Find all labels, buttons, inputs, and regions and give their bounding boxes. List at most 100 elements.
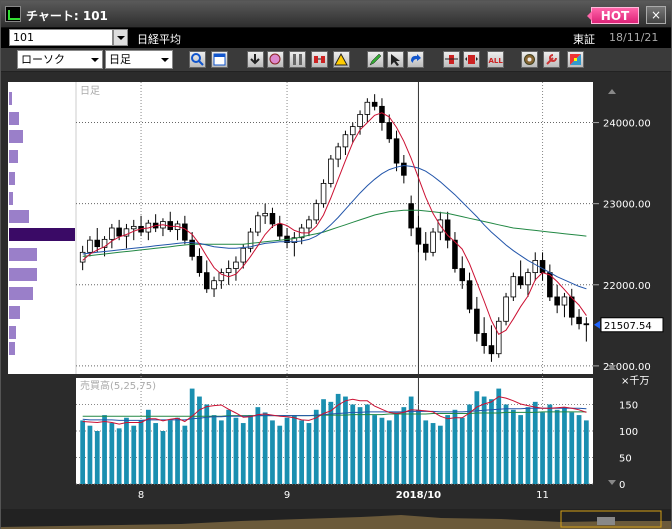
candle[interactable]: [87, 239, 93, 253]
volume-bar[interactable]: [240, 423, 246, 484]
volume-bar[interactable]: [394, 412, 399, 484]
volume-scroll-down-icon[interactable]: [608, 480, 616, 485]
candle[interactable]: [386, 122, 393, 140]
candle[interactable]: [101, 238, 108, 248]
candle[interactable]: [495, 320, 502, 355]
volume-bar[interactable]: [153, 423, 159, 484]
candle[interactable]: [320, 182, 327, 205]
candle[interactable]: [364, 101, 371, 115]
palette-icon[interactable]: [567, 51, 584, 68]
candle[interactable]: [371, 101, 378, 107]
volume-bar[interactable]: [299, 420, 305, 484]
cursor-icon[interactable]: [387, 51, 404, 68]
settings-icon[interactable]: [521, 51, 538, 68]
candle[interactable]: [240, 247, 247, 263]
volume-bar[interactable]: [218, 420, 224, 484]
volume-bar[interactable]: [474, 391, 480, 484]
candle[interactable]: [554, 296, 560, 306]
volume-bar[interactable]: [145, 409, 151, 484]
candle[interactable]: [444, 219, 451, 241]
hot-button[interactable]: HOT: [587, 7, 639, 24]
volume-bar[interactable]: [379, 417, 385, 484]
find-icon[interactable]: [267, 51, 284, 68]
candle[interactable]: [182, 223, 188, 241]
volume-bar[interactable]: [321, 399, 326, 484]
candle[interactable]: [488, 345, 495, 355]
volume-bar[interactable]: [313, 409, 319, 484]
volume-bar[interactable]: [547, 404, 553, 485]
volume-bar[interactable]: [102, 415, 107, 484]
volume-bar[interactable]: [357, 407, 363, 484]
candle[interactable]: [203, 272, 210, 290]
compare-icon[interactable]: [311, 51, 328, 68]
volume-bar[interactable]: [175, 417, 180, 484]
volume-bar[interactable]: [233, 417, 239, 484]
download-icon[interactable]: [247, 51, 264, 68]
candle[interactable]: [401, 162, 407, 176]
candle[interactable]: [459, 268, 466, 282]
candle[interactable]: [525, 272, 531, 286]
volume-bar[interactable]: [204, 404, 210, 485]
close-button[interactable]: ×: [646, 6, 666, 24]
candle[interactable]: [233, 261, 239, 269]
chart-area[interactable]: 24000.00 23000.00 22000.00 21000.00 8 9 2018/1…: [1, 72, 671, 509]
candle[interactable]: [218, 272, 225, 282]
candle[interactable]: [466, 280, 473, 310]
volume-bar[interactable]: [467, 404, 472, 485]
volume-bar[interactable]: [160, 431, 166, 484]
volume-bar[interactable]: [503, 404, 509, 485]
volume-bar[interactable]: [343, 396, 348, 484]
candle[interactable]: [430, 231, 436, 253]
candle[interactable]: [123, 228, 130, 237]
volume-bar[interactable]: [131, 425, 137, 484]
volume-bar[interactable]: [270, 420, 275, 484]
volume-bar[interactable]: [496, 388, 502, 484]
volume-bar[interactable]: [445, 415, 451, 484]
volume-bar[interactable]: [510, 409, 516, 484]
candle[interactable]: [532, 260, 539, 274]
candle[interactable]: [313, 203, 320, 221]
volume-bar[interactable]: [87, 425, 93, 484]
candle[interactable]: [116, 227, 122, 237]
volume-bar[interactable]: [386, 420, 392, 484]
volume-bar[interactable]: [569, 412, 575, 484]
candle[interactable]: [94, 239, 101, 248]
volume-bar[interactable]: [255, 407, 261, 484]
candle[interactable]: [306, 219, 312, 229]
candle[interactable]: [247, 231, 254, 249]
candle[interactable]: [422, 243, 429, 253]
volume-bar[interactable]: [277, 425, 283, 484]
candle[interactable]: [517, 276, 524, 286]
volume-bar[interactable]: [335, 393, 341, 484]
candle[interactable]: [255, 215, 261, 233]
candle[interactable]: [568, 296, 575, 318]
scroll-bar[interactable]: [1, 509, 671, 529]
volume-bar[interactable]: [167, 420, 173, 484]
candle[interactable]: [357, 114, 363, 128]
all-button[interactable]: ALL: [487, 51, 504, 68]
volume-bar[interactable]: [109, 423, 115, 484]
candle[interactable]: [393, 138, 400, 164]
volume-bar[interactable]: [262, 412, 268, 484]
volume-bar[interactable]: [328, 401, 334, 484]
refresh-icon[interactable]: [407, 51, 424, 68]
volume-bar[interactable]: [518, 415, 524, 484]
candle[interactable]: [503, 296, 509, 322]
candle[interactable]: [583, 323, 590, 326]
candle[interactable]: [561, 296, 568, 306]
volume-bar[interactable]: [416, 409, 421, 484]
volume-bar[interactable]: [350, 404, 356, 485]
title-bar[interactable]: チャート: 101 HOT ×: [1, 1, 671, 28]
volume-bar[interactable]: [116, 428, 122, 484]
candle[interactable]: [262, 212, 268, 217]
volume-bar[interactable]: [430, 423, 436, 484]
volume-bar[interactable]: [459, 417, 465, 484]
candle[interactable]: [510, 276, 517, 298]
fit-icon[interactable]: [443, 51, 460, 68]
volume-bar[interactable]: [94, 431, 100, 484]
scroll-thumb[interactable]: [560, 510, 662, 528]
volume-bar[interactable]: [291, 415, 297, 484]
volume-bar[interactable]: [408, 396, 414, 484]
column-icon[interactable]: [289, 51, 306, 68]
pen-icon[interactable]: [367, 51, 384, 68]
